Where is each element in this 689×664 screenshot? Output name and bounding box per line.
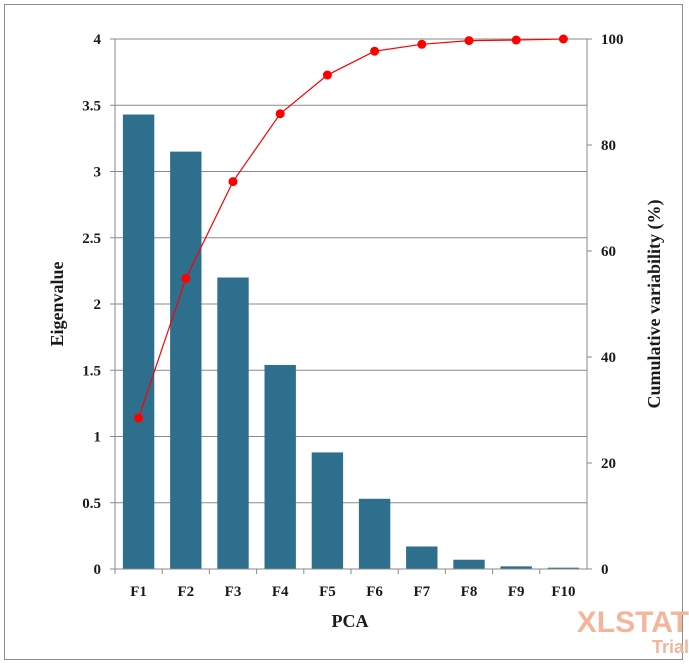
cumulative-line-series — [134, 34, 568, 423]
y-tick-label: 3 — [94, 165, 102, 181]
line-point — [370, 46, 380, 56]
y2-tick-label: 80 — [601, 138, 616, 154]
bar — [122, 114, 155, 570]
x-tick-label: F2 — [177, 584, 194, 600]
line-point — [181, 274, 191, 284]
y2-tick-label: 40 — [601, 350, 616, 366]
y-axis-title: Eigenvalue — [47, 261, 67, 346]
line-point — [464, 36, 474, 46]
y-tick-label: 1 — [94, 430, 102, 446]
x-tick-label: F10 — [551, 584, 575, 600]
watermark: XLSTAT Trial — [576, 606, 689, 657]
y-tick-label: 0.5 — [82, 496, 101, 512]
y-tick-label: 4 — [94, 32, 102, 48]
bar — [358, 498, 391, 569]
line-point — [322, 70, 332, 80]
chart-frame — [4, 4, 683, 660]
bar — [217, 277, 249, 569]
y2-axis-title: Cumulative variability (%) — [644, 200, 665, 409]
bar — [547, 567, 580, 569]
x-tick-label: F7 — [413, 584, 430, 600]
bar — [311, 452, 344, 569]
y2-tick-label: 60 — [601, 244, 616, 260]
bar — [264, 364, 296, 569]
bar — [406, 546, 438, 569]
x-tick-label: F3 — [225, 584, 242, 600]
y-tick-label: 2 — [94, 297, 102, 313]
x-axis-title: PCA — [332, 611, 369, 631]
y-tick-label: 2.5 — [82, 231, 101, 247]
watermark-main: XLSTAT — [576, 606, 689, 639]
bar-series — [122, 114, 580, 570]
x-tick-label: F8 — [461, 584, 478, 600]
line-point — [417, 39, 427, 49]
y2-tick-label: 20 — [601, 456, 616, 472]
cumulative-line — [138, 38, 564, 419]
x-tick-label: F5 — [319, 584, 336, 600]
x-tick-label: F9 — [508, 584, 525, 600]
x-tick-label: F1 — [130, 584, 147, 600]
line-point — [558, 34, 568, 44]
line-point — [228, 177, 238, 187]
line-point — [134, 413, 144, 423]
y2-tick-label: 0 — [601, 562, 609, 578]
y-tick-label: 3.5 — [82, 98, 101, 114]
bar — [453, 559, 485, 569]
x-tick-label: F6 — [366, 584, 383, 600]
bar — [500, 566, 532, 569]
y-tick-label: 0 — [94, 562, 102, 578]
watermark-sub: Trial — [651, 637, 689, 657]
y2-tick-label: 100 — [601, 32, 624, 48]
line-point — [275, 109, 285, 119]
y-tick-label: 1.5 — [82, 363, 101, 379]
bar — [170, 151, 202, 569]
x-tick-label: F4 — [272, 584, 289, 600]
line-point — [511, 35, 521, 45]
